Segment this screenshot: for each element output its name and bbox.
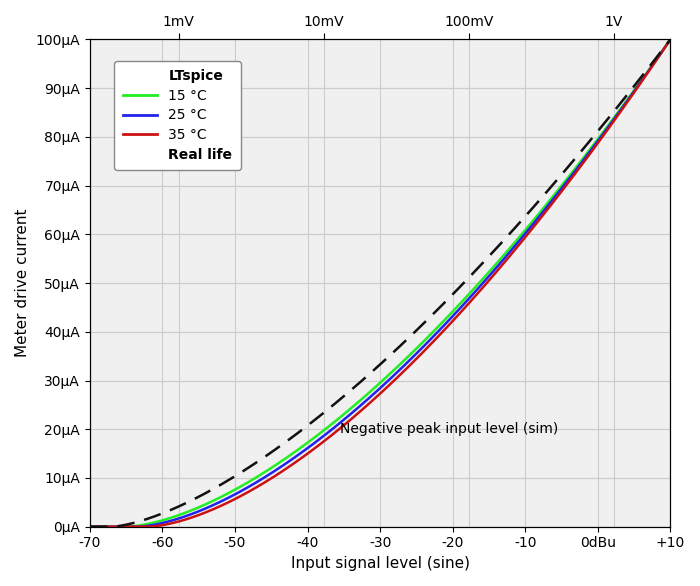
Text: Negative peak input level (sim): Negative peak input level (sim) [340, 423, 558, 436]
X-axis label: Input signal level (sine): Input signal level (sine) [290, 556, 470, 571]
Legend: LTspice, 15 °C, 25 °C, 35 °C, Real life: LTspice, 15 °C, 25 °C, 35 °C, Real life [114, 61, 241, 170]
Y-axis label: Meter drive current: Meter drive current [15, 209, 30, 357]
